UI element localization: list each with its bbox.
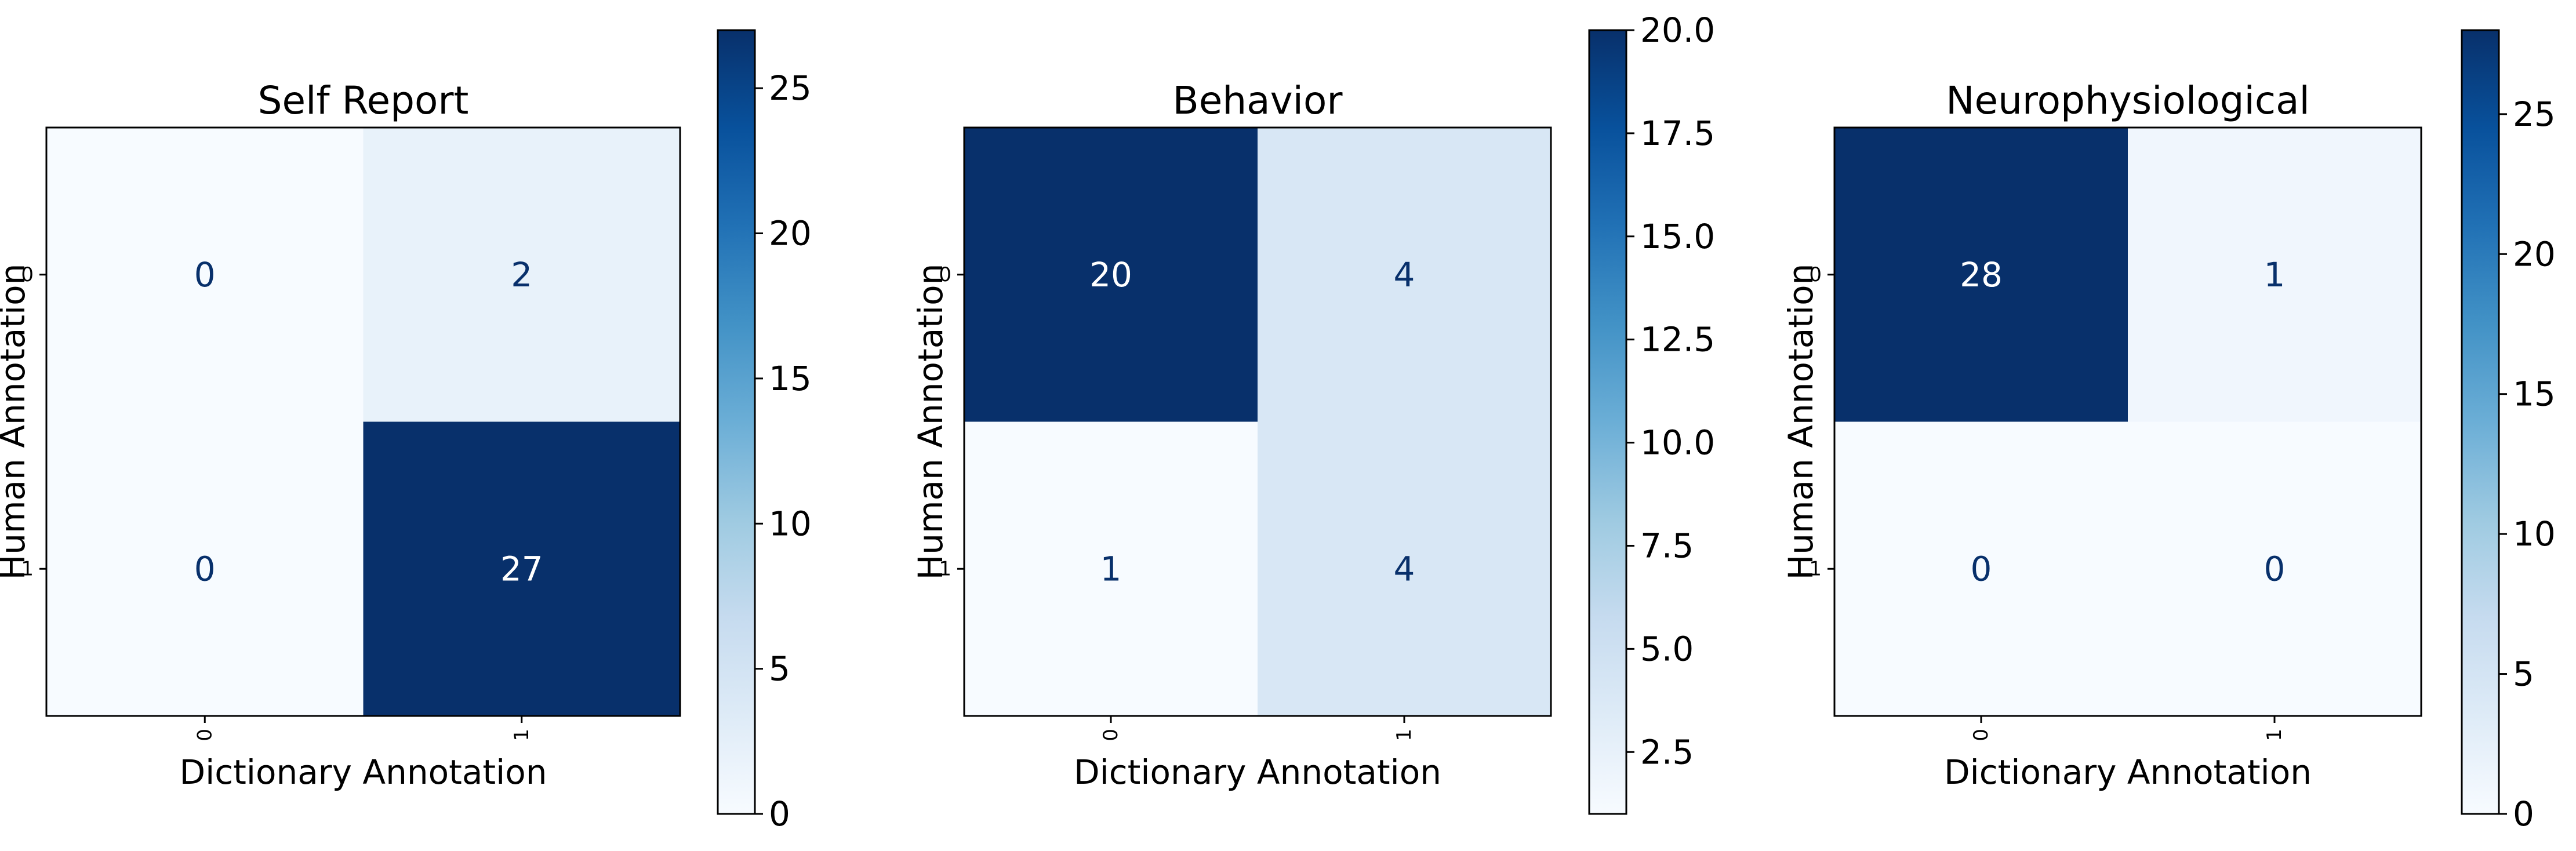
colorbar	[717, 29, 756, 815]
colorbar-tick-label: 12.5	[1640, 320, 1715, 359]
heatmap-cell-0-0	[46, 128, 364, 422]
cell-value-label: 20	[1089, 255, 1132, 294]
cell-value-label: 28	[1960, 255, 2003, 294]
cell-value-label: 27	[500, 549, 543, 588]
y-tick-label: 0	[21, 263, 34, 286]
heatmap-cell-0-1	[2128, 128, 2422, 422]
y-tick-label: 1	[1809, 557, 1822, 580]
y-axis-label: Human Annotation	[911, 264, 950, 580]
colorbar-tick-label: 10	[769, 504, 812, 543]
heatmap-cell-0-0	[964, 128, 1258, 422]
cell-value-label: 2	[511, 255, 532, 294]
cell-value-label: 4	[1394, 255, 1415, 294]
chart-title: Neurophysiological	[1946, 78, 2310, 123]
colorbar-tick-label: 5.0	[1640, 629, 1694, 668]
heatmap-cell-1-1	[363, 421, 681, 717]
colorbar-tick-label: 20	[2513, 234, 2556, 274]
colorbar-tick-label: 25	[769, 68, 812, 108]
y-tick-label: 0	[939, 263, 951, 286]
x-tick-label: 1	[510, 729, 533, 741]
colorbar-tick-label: 20.0	[1640, 10, 1715, 50]
x-axis-label: Dictionary Annotation	[180, 752, 547, 792]
x-axis-label: Dictionary Annotation	[1074, 752, 1441, 792]
y-axis-label: Human Annotation	[0, 264, 32, 580]
colorbar-tick-label: 2.5	[1640, 732, 1694, 772]
heatmap-cell-1-0	[1834, 421, 2128, 717]
cell-value-label: 0	[2264, 549, 2286, 588]
heatmap-cell-0-0	[1834, 128, 2128, 422]
x-tick-label: 0	[1099, 729, 1122, 741]
x-tick-label: 1	[2263, 729, 2286, 741]
colorbar-tick-label: 0	[769, 794, 790, 834]
plot-frame	[963, 126, 1552, 717]
panel-1: Behavior 20 4 1 4 0 1 0 1 Dictionary Annotation Hu…	[911, 10, 1715, 815]
colorbar-tick-label: 5	[769, 649, 790, 689]
colorbar-tick-label: 17.5	[1640, 114, 1715, 153]
y-tick-label: 1	[939, 557, 951, 580]
cell-value-label: 0	[1971, 549, 1992, 588]
colorbar	[2461, 29, 2500, 815]
heatmap-cell-0-1	[1258, 128, 1552, 422]
colorbar-tick-label: 15	[2513, 374, 2556, 414]
colorbar-tick-label: 10.0	[1640, 423, 1715, 463]
x-tick-label: 1	[1393, 729, 1416, 741]
colorbar-tick-label: 0	[2513, 794, 2534, 834]
cell-value-label: 1	[1100, 549, 1122, 588]
y-tick-label: 1	[21, 557, 34, 580]
heatmap-cell-1-0	[964, 421, 1258, 717]
heatmap-cell-1-1	[1258, 421, 1552, 717]
x-tick-label: 0	[193, 729, 216, 741]
colorbar-tick-label: 15	[769, 359, 812, 398]
plot-frame	[45, 126, 681, 717]
heatmap-cell-0-1	[363, 128, 681, 422]
colorbar-tick-label: 20	[769, 214, 812, 253]
colorbar-tick-label: 7.5	[1640, 526, 1694, 565]
chart-title: Self Report	[258, 78, 469, 123]
colorbar	[1588, 29, 1627, 815]
cell-value-label: 0	[194, 549, 216, 588]
heatmap-cell-1-0	[46, 421, 364, 717]
cell-value-label: 1	[2264, 255, 2286, 294]
y-axis-label: Human Annotation	[1781, 264, 1821, 580]
colorbar-tick-label: 10	[2513, 514, 2556, 554]
chart-title: Behavior	[1172, 78, 1343, 123]
x-tick-label: 0	[1970, 729, 1993, 741]
x-axis-label: Dictionary Annotation	[1944, 752, 2312, 792]
colorbar-tick-label: 15.0	[1640, 217, 1715, 256]
cell-value-label: 0	[194, 255, 216, 294]
plot-frame	[1833, 126, 2422, 717]
colorbar-tick-label: 5	[2513, 654, 2534, 694]
heatmap-cell-1-1	[2128, 421, 2422, 717]
cell-value-label: 4	[1394, 549, 1415, 588]
colorbar-tick-label: 25	[2513, 94, 2556, 134]
y-tick-label: 0	[1809, 263, 1822, 286]
